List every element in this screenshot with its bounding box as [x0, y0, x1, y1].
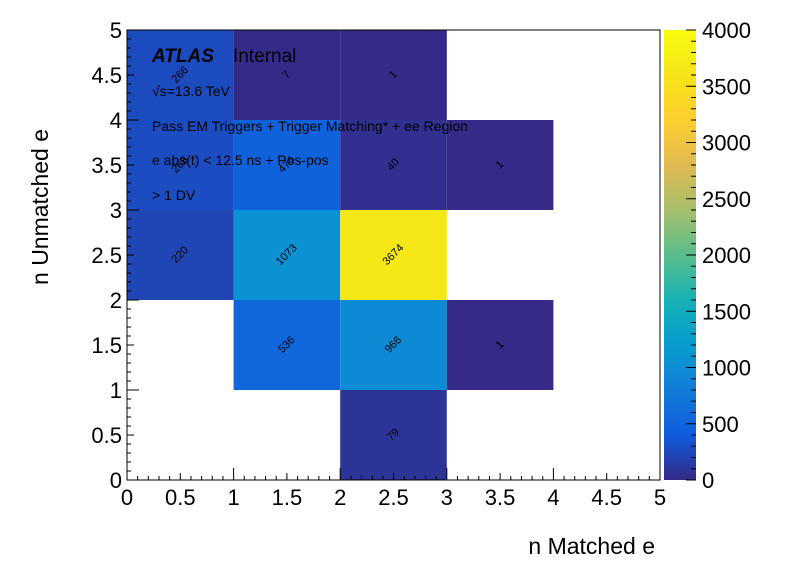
colorbar-tick-label: 1500	[702, 299, 751, 324]
heatmap-cell	[340, 30, 447, 120]
colorbar-tick-label: 2000	[702, 243, 751, 268]
selection-line-1: Pass EM Triggers + Trigger Matching* + e…	[152, 118, 468, 134]
y-tick-label: 0	[110, 468, 122, 493]
colorbar-tick-label: 3000	[702, 131, 751, 156]
y-tick-label: 1	[110, 378, 122, 403]
heatmap-cells	[127, 30, 554, 480]
x-tick-label: 4.5	[591, 485, 622, 510]
x-axis: 0 0.5 1 1.5 2 2.5 3 3.5 4 4.5 5	[121, 468, 666, 510]
y-tick-label: 5	[110, 18, 122, 43]
colorbar-tick-label: 1000	[702, 356, 751, 381]
heatmap-cell	[446, 120, 554, 210]
x-tick-label: 3	[441, 485, 453, 510]
colorbar-tick-label: 0	[702, 468, 714, 493]
x-tick-label: 1.5	[272, 485, 303, 510]
heatmap-cell	[127, 30, 234, 120]
y-tick-label: 2.5	[91, 243, 122, 268]
colorbar: 0 500 1000 1500 2000 2500 3000 3500 4000	[664, 18, 751, 493]
x-tick-label: 2	[334, 485, 346, 510]
energy-label: √s=13.6 TeV	[152, 83, 231, 99]
selection-line-3: > 1 DV	[152, 187, 196, 203]
heatmap-cell	[233, 300, 341, 390]
colorbar-tick-label: 500	[702, 412, 739, 437]
y-tick-label: 3.5	[91, 153, 122, 178]
colorbar-tick-label: 2500	[702, 187, 751, 212]
annotations: ATLAS Internal √s=13.6 TeV Pass EM Trigg…	[151, 46, 468, 203]
y-axis: 0 0.5 1 1.5 2 2.5 3 3.5 4 4.5 5	[91, 18, 139, 493]
y-tick-label: 3	[110, 198, 122, 223]
x-tick-label: 0.5	[165, 485, 196, 510]
y-tick-label: 1.5	[91, 333, 122, 358]
heatmap-cell	[446, 300, 554, 390]
x-axis-title: n Matched e	[528, 533, 655, 559]
atlas-status-label: Internal	[233, 46, 296, 67]
heatmap-cell	[340, 210, 447, 300]
heatmap-cell	[340, 120, 447, 210]
heatmap-cell	[340, 300, 447, 390]
y-tick-label: 2	[110, 288, 122, 313]
selection-line-2: e abs(t) < 12.5 ns + Pos-pos	[152, 152, 329, 168]
y-tick-label: 0.5	[91, 423, 122, 448]
x-tick-label: 5	[654, 485, 666, 510]
x-tick-label: 1	[227, 485, 239, 510]
colorbar-tick-label: 3500	[702, 74, 751, 99]
x-tick-label: 3.5	[485, 485, 516, 510]
y-axis-title: n Unmatched e	[27, 129, 53, 285]
x-tick-label: 2.5	[378, 485, 409, 510]
y-tick-label: 4.5	[91, 63, 122, 88]
heatmap-cell	[233, 30, 341, 120]
x-tick-label: 4	[547, 485, 559, 510]
heatmap-cell	[233, 120, 341, 210]
heatmap-cell	[233, 210, 341, 300]
heatmap-cell	[127, 120, 234, 210]
heatmap-cell	[340, 390, 447, 480]
colorbar-tick-label: 4000	[702, 18, 751, 43]
heatmap-cell	[127, 210, 234, 300]
x-tick-label: 0	[121, 485, 133, 510]
atlas-label: ATLAS	[151, 46, 214, 67]
y-tick-label: 4	[110, 108, 122, 133]
